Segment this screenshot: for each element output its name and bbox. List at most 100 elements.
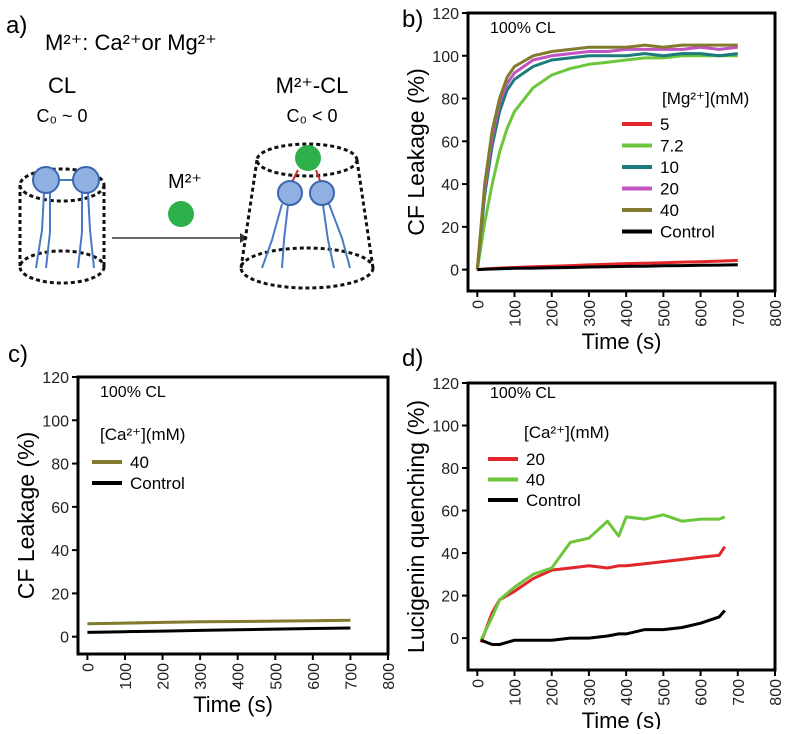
- x-tick-label: 500: [656, 679, 673, 706]
- series-line: [480, 609, 726, 646]
- y-axis-label: CF Leakage (%): [13, 432, 39, 599]
- legend-title: [Mg²⁺](mM): [662, 89, 749, 108]
- series-line: [477, 263, 738, 272]
- y-tick-label: 40: [441, 177, 459, 194]
- label: M²⁺-CL: [276, 73, 349, 98]
- legend-label: 20: [526, 450, 545, 469]
- y-axis-label: CF Leakage (%): [403, 68, 429, 235]
- legend-title: [Ca²⁺](mM): [524, 423, 609, 442]
- x-tick-label: 200: [545, 679, 562, 706]
- plot-frame: [466, 11, 777, 293]
- series-line: [87, 618, 351, 626]
- x-tick-label: 100: [508, 679, 525, 706]
- panel-label: d): [402, 345, 423, 372]
- ion: [168, 201, 194, 227]
- chart: b) 0 20 40 60 80 100 120 0 100 200 300 400 500 600 700 8…: [402, 6, 785, 354]
- y-tick-label: 60: [51, 500, 69, 517]
- diagram-title: M²⁺: Ca²⁺or Mg²⁺: [45, 30, 217, 55]
- legend-label: 20: [660, 180, 679, 199]
- plot-frame: [466, 381, 777, 672]
- y-tick-label: 120: [432, 6, 459, 23]
- x-tick-label: 800: [768, 679, 785, 706]
- y-tick-label: 100: [42, 413, 69, 430]
- legend-label: Control: [660, 223, 715, 242]
- x-tick-label: 600: [694, 679, 711, 706]
- x-tick-label: 800: [768, 300, 785, 327]
- y-tick-label: 20: [441, 220, 459, 237]
- series-line: [475, 54, 738, 270]
- label: CL: [48, 73, 76, 98]
- y-tick-label: 120: [432, 376, 459, 393]
- x-tick-label: 400: [619, 300, 636, 327]
- chart: c) 0 20 40 60 80 100 120 0 100 200 300 400 500 600 700 8…: [8, 341, 398, 717]
- x-tick-label: 200: [156, 663, 173, 690]
- annotation: 100% CL: [490, 385, 556, 402]
- label: M²⁺: [168, 171, 202, 193]
- x-tick-label: 100: [118, 663, 135, 690]
- x-tick-label: 800: [381, 663, 398, 690]
- x-tick-label: 300: [582, 300, 599, 327]
- legend-title: [Ca²⁺](mM): [100, 425, 185, 444]
- chart: d) 0 20 40 60 80 100 120 0 100 200 300 400 500 600 700 8…: [402, 345, 785, 733]
- annotation: 100% CL: [490, 20, 556, 37]
- head-group: [277, 180, 303, 206]
- y-tick-label: 80: [441, 461, 459, 478]
- y-tick-label: 100: [432, 49, 459, 66]
- legend-label: 40: [660, 201, 679, 220]
- y-tick-label: 60: [441, 134, 459, 151]
- legend-label: 7.2: [660, 137, 684, 156]
- series-line: [479, 513, 726, 641]
- x-axis-label: Time (s): [582, 329, 662, 354]
- y-tick-label: 20: [51, 586, 69, 603]
- x-tick-label: 500: [268, 663, 285, 690]
- y-axis-label: Lucigenin quenching (%): [403, 400, 429, 653]
- y-tick-label: 60: [441, 504, 459, 521]
- y-tick-label: 20: [441, 589, 459, 606]
- lipid-tails: [261, 169, 351, 269]
- x-tick-label: 400: [231, 663, 248, 690]
- label: C₀ ~ 0: [37, 106, 88, 126]
- legend-label: Control: [526, 491, 581, 510]
- head-group: [72, 166, 100, 194]
- y-tick-label: 40: [441, 546, 459, 563]
- diagram: a) M²⁺: Ca²⁺or Mg²⁺ CL C₀ ~ 0 M²⁺ M²⁺-CL…: [6, 12, 375, 290]
- cylinder: [18, 167, 106, 285]
- legend-label: 40: [130, 453, 149, 472]
- y-tick-label: 40: [51, 543, 69, 560]
- frustum: [239, 142, 375, 290]
- series-line: [479, 545, 727, 643]
- y-tick-label: 0: [60, 630, 69, 647]
- panel-label: c): [8, 341, 28, 368]
- y-tick-label: 100: [432, 419, 459, 436]
- x-tick-label: 700: [731, 679, 748, 706]
- x-tick-label: 700: [343, 663, 360, 690]
- y-tick-label: 80: [441, 92, 459, 109]
- x-tick-label: 600: [306, 663, 323, 690]
- x-axis-label: Time (s): [582, 708, 662, 729]
- legend-label: Control: [130, 474, 185, 493]
- series-line: [475, 52, 738, 270]
- legend-label: 40: [526, 471, 545, 490]
- head-group: [309, 180, 335, 206]
- x-tick-label: 300: [582, 679, 599, 706]
- annotation: 100% CL: [100, 384, 166, 401]
- x-tick-label: 300: [193, 663, 210, 690]
- legend-label: 10: [660, 158, 679, 177]
- x-axis-label: Time (s): [193, 692, 273, 717]
- x-tick-label: 200: [545, 300, 562, 327]
- series-line: [475, 43, 738, 270]
- y-tick-label: 0: [450, 631, 459, 648]
- y-tick-label: 0: [450, 263, 459, 280]
- x-tick-label: 500: [656, 300, 673, 327]
- panel-label: b): [402, 6, 423, 33]
- y-tick-label: 80: [51, 457, 69, 474]
- series-line: [87, 626, 351, 634]
- ion: [295, 145, 321, 171]
- head-group: [32, 166, 60, 194]
- x-tick-label: 700: [731, 300, 748, 327]
- legend-label: 5: [660, 115, 669, 134]
- y-tick-label: 120: [42, 370, 69, 387]
- plot-frame: [76, 375, 390, 656]
- x-tick-label: 600: [694, 300, 711, 327]
